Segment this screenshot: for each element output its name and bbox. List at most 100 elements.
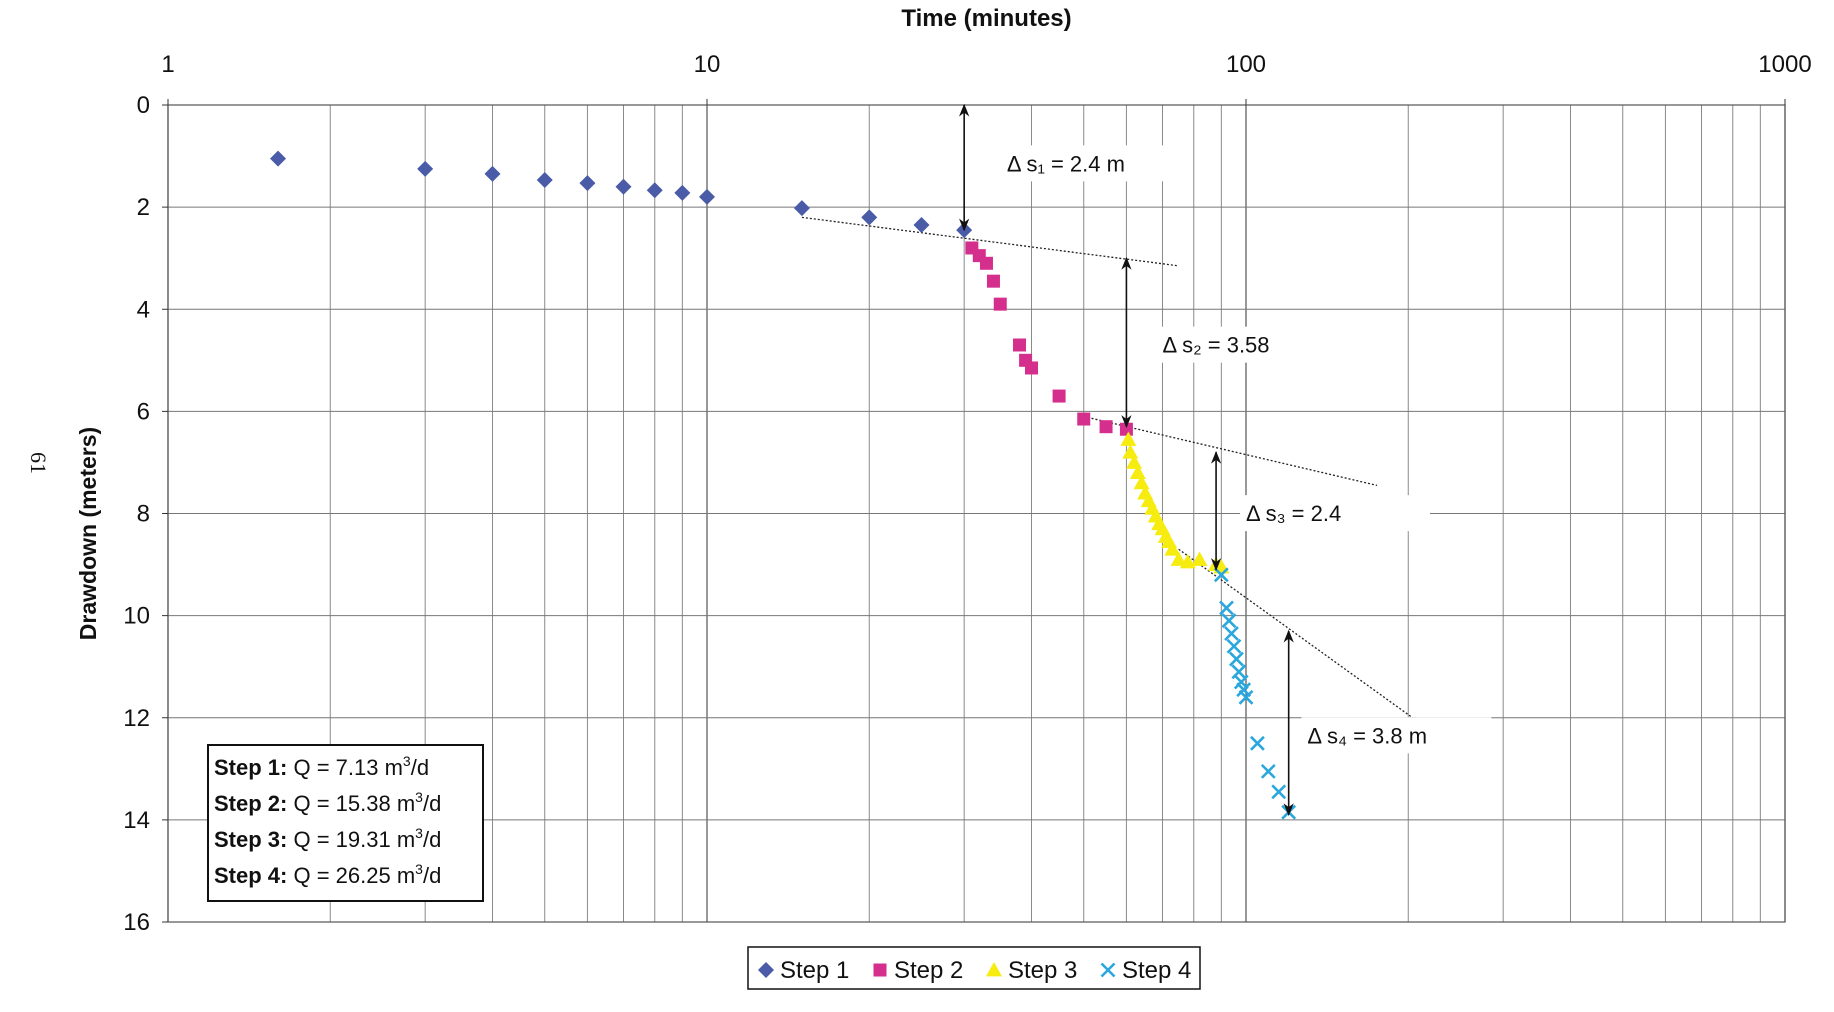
data-point-step1 xyxy=(793,200,810,217)
data-point-step2 xyxy=(979,256,993,270)
x-tick-label: 100 xyxy=(1226,51,1266,78)
data-point-step3 xyxy=(986,962,1002,977)
step-unit-sup: 3 xyxy=(403,753,411,769)
step-unit-sup: 3 xyxy=(415,825,423,841)
step-unit-tail: /d xyxy=(423,827,441,852)
x-marker-stroke xyxy=(1213,567,1229,583)
x-axis-label: Time (minutes) xyxy=(901,5,1071,32)
data-point-step2 xyxy=(1025,361,1039,375)
data-point-step2 xyxy=(1077,412,1091,426)
steps-box-row: Step 1: Q = 7.13 m3/d xyxy=(214,753,429,780)
annotations: Δ s₁ = 2.4 m Δ s₂ = 3.58 Δ s₃ = 2.4 Δ s₄ = … xyxy=(959,103,1492,817)
data-point-step1 xyxy=(417,160,434,177)
y-tick-label: 10 xyxy=(123,603,150,630)
data-point-step2 xyxy=(873,963,887,977)
x-marker-stroke xyxy=(1250,735,1265,751)
y-tick-label: 4 xyxy=(137,296,150,323)
data-point-step1 xyxy=(699,188,715,205)
step-label: Step 4: xyxy=(214,863,293,888)
steps-box: Step 1: Q = 7.13 m3/d Step 2: Q = 15.38 m… xyxy=(207,744,484,902)
grid xyxy=(167,104,1786,923)
y-tick-label: 12 xyxy=(123,705,150,732)
steps-box-row: Step 2: Q = 15.38 m3/d xyxy=(214,789,441,816)
step-q: Q = 7.13 m xyxy=(293,755,402,780)
data-point-step1 xyxy=(615,178,632,195)
y-tick-label: 8 xyxy=(137,501,150,528)
step-unit-tail: /d xyxy=(411,755,429,780)
legend-label: Step 2 xyxy=(894,957,963,984)
step-q: Q = 15.38 m xyxy=(293,791,415,816)
data-point-step2 xyxy=(1099,420,1113,434)
steps-box-frame xyxy=(207,744,484,902)
step-label: Step 3: xyxy=(214,827,293,852)
data-point-step1 xyxy=(646,182,663,199)
data-point-step3 xyxy=(1120,431,1137,446)
y-axis-label: Drawdown (meters) xyxy=(75,427,101,640)
axes: 1 10 100 1000 0 2 4 6 8 10 12 14 16 Time (minutes) Dra… xyxy=(75,5,1812,936)
y-tick-label: 16 xyxy=(123,909,150,936)
data-point-step1 xyxy=(536,172,553,189)
step-unit-tail: /d xyxy=(423,863,441,888)
y-tick-label: 0 xyxy=(137,92,150,119)
data-point-step2 xyxy=(1052,389,1066,403)
trend-line xyxy=(801,216,1179,267)
x-marker-stroke xyxy=(1100,962,1116,978)
steps-box-row: Step 3: Q = 19.31 m3/d xyxy=(214,825,441,852)
step-label: Step 2: xyxy=(214,791,293,816)
x-marker-stroke xyxy=(1238,689,1254,705)
data-point-step4 xyxy=(1100,962,1116,978)
step-unit-sup: 3 xyxy=(415,861,423,877)
series-step-2 xyxy=(965,241,1133,436)
step-unit-sup: 3 xyxy=(415,789,423,805)
delta-label-1: Δ s₁ = 2.4 m xyxy=(1007,151,1125,176)
legend-label: Step 1 xyxy=(780,957,849,984)
x-marker-stroke xyxy=(1271,784,1287,800)
x-tick-label: 1 xyxy=(161,51,174,78)
series-step-1 xyxy=(270,150,973,239)
x-tick-label: 10 xyxy=(694,51,721,78)
delta-label-bg xyxy=(1000,145,1191,182)
data-point-step4 xyxy=(1238,689,1254,705)
y-tick-label: 6 xyxy=(137,398,150,425)
legend-item-step2: Step 2 xyxy=(873,957,963,984)
x-marker-stroke xyxy=(1224,626,1239,641)
y-tick-label: 14 xyxy=(123,807,150,834)
series-step-3 xyxy=(1120,431,1230,574)
legend-item-step4: Step 4 xyxy=(1100,957,1191,984)
data-point-step2 xyxy=(1013,338,1027,352)
data-point-step3 xyxy=(1164,541,1181,556)
x-marker-stroke xyxy=(1221,613,1237,629)
x-marker-stroke xyxy=(1236,682,1252,698)
data-point-step4 xyxy=(1271,784,1287,800)
step-unit-tail: /d xyxy=(423,791,441,816)
data-point-step4 xyxy=(1260,763,1276,779)
legend-label: Step 4 xyxy=(1122,957,1191,984)
data-point-step2 xyxy=(993,297,1007,311)
x-marker-stroke xyxy=(1233,674,1249,690)
steps-box-row: Step 4: Q = 26.25 m3/d xyxy=(214,861,441,888)
data-point-step4 xyxy=(1226,638,1242,654)
delta-label-3: Δ s₃ = 2.4 xyxy=(1246,501,1341,526)
delta-label-bg xyxy=(1301,717,1492,754)
data-point-step3 xyxy=(1133,474,1150,490)
delta-label-bg xyxy=(1240,495,1430,532)
data-point-step1 xyxy=(674,184,691,201)
step-q: Q = 19.31 m xyxy=(293,827,415,852)
delta-label-2: Δ s₂ = 3.58 xyxy=(1163,333,1270,358)
data-point-step1 xyxy=(758,962,774,978)
data-point-step3 xyxy=(1170,551,1187,566)
data-point-step2 xyxy=(986,274,1000,288)
data-point-step4 xyxy=(1224,626,1239,641)
delta-label-4: Δ s₄ = 3.8 m xyxy=(1307,723,1427,748)
y-tick-label: 2 xyxy=(137,194,150,221)
step-q: Q = 26.25 m xyxy=(293,863,415,888)
x-marker-stroke xyxy=(1229,651,1244,667)
data-point-step3 xyxy=(1191,551,1208,566)
data-point-step4 xyxy=(1221,613,1237,629)
legend: Step 1 Step 2 Step 3 Step 4 xyxy=(747,946,1201,990)
data-point-step4 xyxy=(1219,600,1234,616)
data-point-step1 xyxy=(861,209,878,226)
series-step-4 xyxy=(1213,567,1297,820)
